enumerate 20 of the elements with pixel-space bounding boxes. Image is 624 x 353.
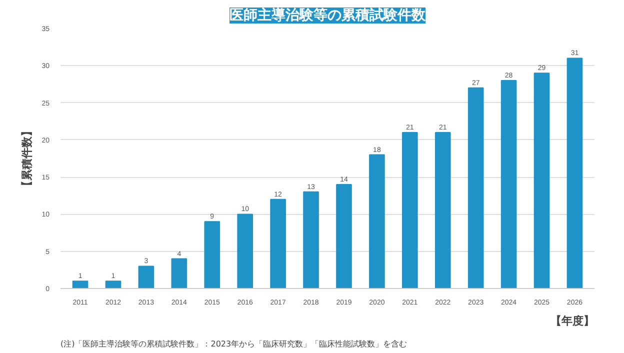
bar <box>434 132 451 288</box>
bar <box>270 198 286 288</box>
bar <box>566 58 583 288</box>
bar <box>204 221 220 288</box>
bar <box>171 258 188 288</box>
bar <box>303 191 319 288</box>
bar <box>237 214 254 288</box>
y-axis-title: 【累積件数】 <box>20 126 34 192</box>
bar <box>369 154 385 288</box>
bar <box>534 72 550 288</box>
x-axis-title: 【年度】 <box>550 314 594 328</box>
bar <box>500 80 517 288</box>
bar <box>336 184 352 288</box>
bar <box>468 87 484 288</box>
bar <box>138 266 154 288</box>
chart-title: 医師主導治験等の累積試験件数 <box>230 6 426 24</box>
bar <box>72 280 88 288</box>
bar <box>105 280 122 288</box>
bar <box>402 132 418 288</box>
text: (注)「医師主導治験等の累積試験件数」：2023年から「臨床研究数」「臨床性能試験数」を含む <box>60 340 408 348</box>
